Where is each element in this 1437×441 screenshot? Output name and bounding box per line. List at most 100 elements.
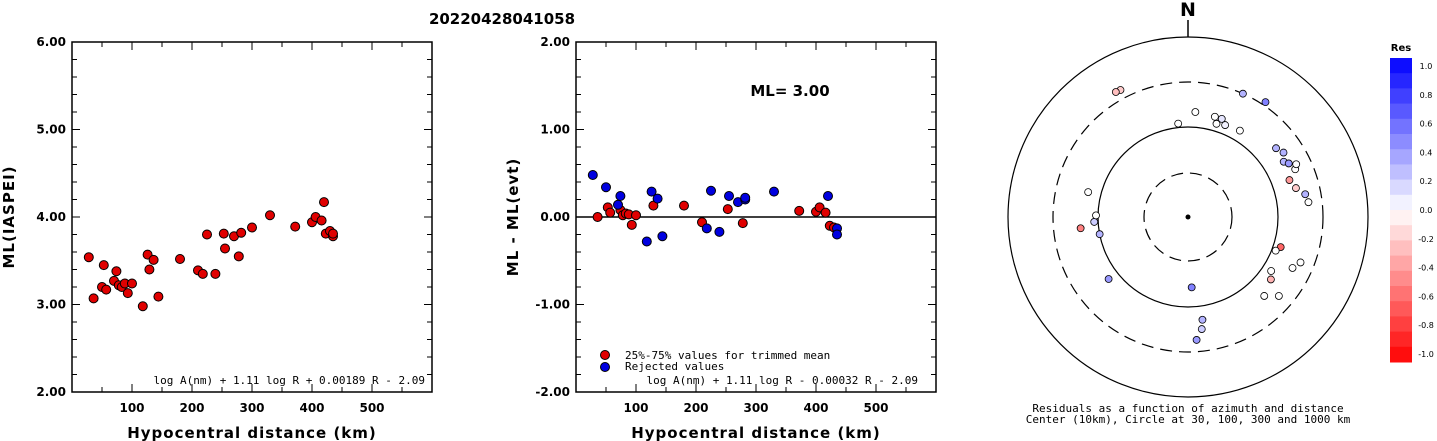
data-points	[587, 170, 842, 247]
data-point	[613, 199, 623, 210]
color-scale-label: 0.4	[1420, 148, 1433, 157]
data-point	[218, 228, 229, 239]
data-point	[679, 200, 689, 211]
data-point	[265, 210, 275, 221]
color-scale-label: -0.4	[1418, 264, 1434, 273]
color-band	[1390, 286, 1412, 302]
station-marker	[1235, 126, 1244, 135]
station-marker	[1266, 275, 1275, 284]
color-band	[1390, 149, 1412, 165]
data-point	[714, 226, 725, 237]
data-point	[737, 218, 748, 229]
data-point	[247, 222, 257, 233]
station-marker	[1090, 218, 1099, 226]
data-point	[127, 278, 137, 289]
formula-label: log A(nm) + 1.11 log R - 0.00032 R - 2.0…	[646, 374, 918, 387]
y-tick-label: 0.00	[540, 210, 570, 224]
station-marker	[1271, 246, 1280, 255]
y-axis-label: ML(IASPEI)	[0, 165, 18, 268]
color-scale-labels: 1.0 0.8 0.6 0.4 0.2 0.0 -0.2 -0.4 -0.6 -0.8 -1.0	[1418, 62, 1434, 359]
plot-frame	[71, 41, 433, 393]
color-scale-bands	[1390, 58, 1412, 363]
x-tick-label: 400	[803, 401, 828, 415]
residual-distance-panel: -2.00 -1.00 0.00 1.00 2.00 100 200 300 400 500 H…	[504, 35, 937, 441]
caption-line-1: Residuals as a function of azimuth and d…	[1032, 402, 1343, 415]
x-tick-label: 100	[623, 401, 648, 415]
color-band	[1390, 301, 1412, 317]
station-marker	[1296, 258, 1305, 267]
x-axis-label: Hypocentral distance (km)	[127, 424, 377, 441]
color-band	[1390, 194, 1412, 211]
station-marker	[1192, 336, 1201, 344]
data-point	[701, 223, 712, 234]
station-marker	[1272, 144, 1280, 153]
y-tick-labels: -2.00 -1.00 0.00 1.00 2.00	[535, 35, 570, 399]
residual-color-scale: Res 1.0 0.8 0.6 0.4 0.2 0.0 -0.2 -0.4 -0.6 -0.8 -1…	[1390, 43, 1434, 363]
data-point	[328, 228, 338, 239]
data-point	[236, 227, 247, 238]
azimuth-residual-panel: N Residuals as a function of azimuth and…	[1007, 0, 1369, 426]
data-points	[83, 197, 338, 312]
data-point	[98, 260, 109, 271]
color-scale-label: -0.8	[1418, 321, 1434, 330]
x-tick-label: 500	[863, 401, 888, 415]
data-point	[316, 215, 327, 226]
station-marker	[1267, 267, 1276, 275]
x-tick-label: 400	[299, 401, 324, 415]
data-point	[823, 191, 833, 201]
station-marker	[1239, 89, 1247, 98]
data-point	[592, 212, 603, 222]
y-tick-label: 2.00	[540, 35, 570, 49]
color-scale-label: 0.2	[1420, 177, 1433, 186]
color-scale-label: 0.0	[1420, 206, 1433, 215]
ml-annotation: ML= 3.00	[750, 82, 829, 100]
y-tick-label: -1.00	[535, 298, 570, 312]
x-tick-label: 200	[179, 401, 204, 415]
station-marker	[1212, 119, 1221, 128]
data-point	[101, 284, 112, 295]
color-band	[1390, 210, 1412, 226]
color-scale-label: 0.6	[1420, 120, 1433, 129]
station-marker	[1221, 121, 1230, 129]
station-marker	[1092, 211, 1100, 220]
station-marker	[1292, 184, 1300, 192]
station-marker	[1292, 160, 1301, 169]
data-point	[175, 254, 185, 264]
tick-marks	[576, 42, 936, 392]
color-band	[1390, 346, 1412, 363]
y-tick-label: 2.00	[36, 385, 66, 399]
legend-label-trimmed: 25%-75% values for trimmed mean	[625, 349, 830, 362]
color-band	[1390, 164, 1412, 181]
color-band	[1390, 225, 1412, 241]
station-marker	[1284, 159, 1293, 168]
data-point	[111, 266, 122, 277]
color-band	[1390, 73, 1412, 89]
x-tick-labels: 100 200 300 400 500	[119, 401, 384, 415]
data-point	[832, 229, 842, 240]
y-tick-label: 6.00	[36, 35, 66, 49]
magnitude-distance-panel: 2.00 3.00 4.00 5.00 6.00 100 200 300 400 500 Hyp…	[0, 35, 433, 441]
station-marker	[1104, 275, 1113, 283]
color-scale-label: 1.0	[1420, 62, 1433, 71]
data-point	[626, 219, 637, 230]
station-marker	[1261, 98, 1270, 107]
data-point	[769, 186, 779, 197]
station-marker	[1301, 190, 1310, 199]
data-point	[220, 243, 230, 254]
station-marker	[1187, 283, 1196, 292]
data-point	[646, 186, 657, 197]
x-tick-label: 100	[119, 401, 144, 415]
station-marker	[1191, 108, 1200, 116]
data-point	[615, 191, 626, 201]
color-band	[1390, 316, 1412, 333]
caption-line-2: Center (10km), Circle at 30, 100, 300 an…	[1026, 413, 1351, 426]
data-point	[210, 268, 221, 279]
data-point	[83, 252, 94, 263]
station-marker	[1197, 325, 1206, 333]
station-marker	[1285, 176, 1294, 184]
data-point	[722, 204, 733, 215]
y-tick-label: 1.00	[540, 123, 570, 137]
data-point	[641, 236, 652, 247]
color-scale-label: 0.8	[1420, 91, 1433, 100]
